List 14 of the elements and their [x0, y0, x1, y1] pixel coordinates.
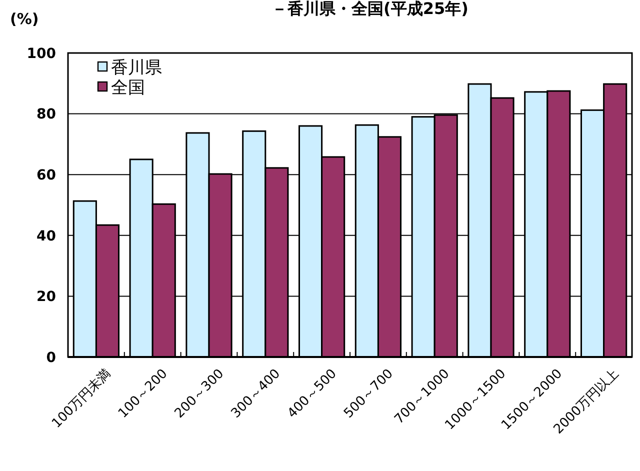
x-tick-label: 200～300: [172, 366, 228, 422]
legend-label: 全国: [111, 78, 145, 98]
y-tick-label: 80: [36, 106, 56, 123]
chart-title: －香川県・全国(平成25年): [272, 0, 468, 18]
y-tick-label: 0: [46, 350, 56, 366]
y-tick-label: 60: [36, 168, 56, 184]
legend-label: 香川県: [111, 58, 162, 78]
y-axis-title: (%): [10, 10, 39, 28]
y-tick-label: 40: [36, 228, 56, 244]
x-tick-label: 400～500: [284, 366, 340, 422]
y-tick-label: 20: [36, 289, 56, 306]
y-tick-label: 100: [26, 46, 56, 62]
x-tick-label: 300～400: [228, 366, 284, 422]
x-tick-label: 100～200: [116, 366, 171, 422]
